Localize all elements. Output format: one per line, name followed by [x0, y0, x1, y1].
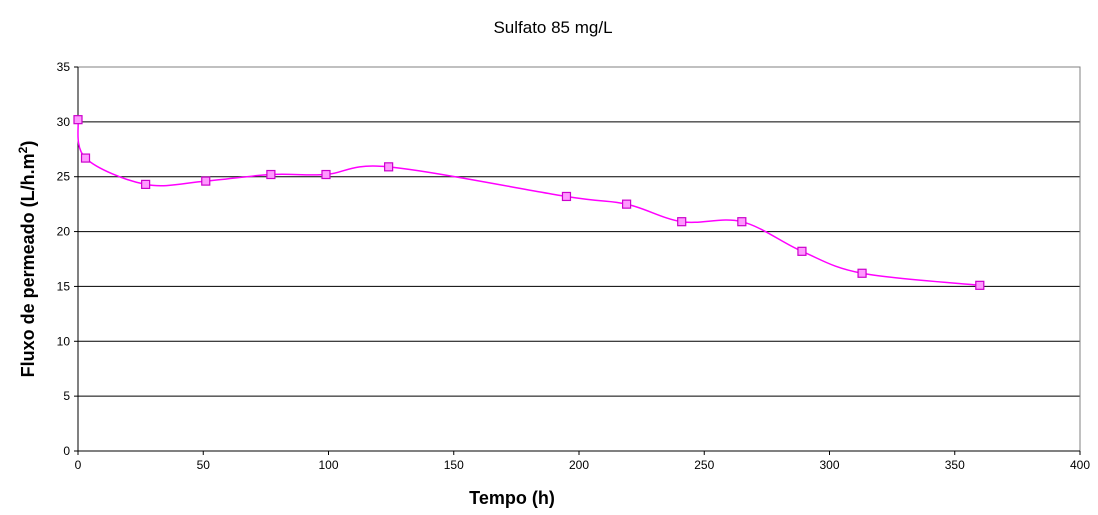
series-line: [77, 119, 980, 287]
data-point-3: [201, 176, 211, 186]
data-point-5: [321, 169, 331, 180]
y-tick-label-1: 5: [63, 389, 70, 403]
y-tick-label-5: 25: [57, 170, 71, 184]
data-point-0: [73, 115, 83, 125]
y-axis-label-sup: 2: [16, 146, 30, 153]
x-axis-ticks: 0 50 100 150 200 250 300 350 400: [75, 450, 1090, 472]
data-point-11: [797, 246, 807, 256]
y-axis-ticks: 0 5 10 15 20 25 30 35: [57, 60, 79, 458]
data-points: [73, 115, 985, 290]
y-tick-label-3: 15: [57, 279, 71, 293]
data-point-8: [621, 199, 632, 209]
x-tick-label-3: 150: [444, 458, 464, 472]
x-tick-label-7: 350: [945, 458, 965, 472]
x-tick-label-2: 100: [318, 458, 338, 472]
data-point-13: [975, 280, 985, 290]
y-tick-label-6: 30: [57, 115, 71, 129]
data-point-12: [857, 268, 867, 278]
y-axis-label: Fluxo de permeado (L/h.m2): [16, 141, 38, 378]
x-tick-label-5: 250: [694, 458, 714, 472]
x-tick-label-0: 0: [75, 458, 82, 472]
data-point-6: [384, 162, 394, 172]
data-point-1: [80, 153, 91, 163]
x-tick-label-6: 300: [819, 458, 839, 472]
x-tick-label-4: 200: [569, 458, 589, 472]
grid-lines: [78, 66, 1080, 397]
x-axis-label: Tempo (h): [469, 488, 555, 508]
data-point-10: [737, 217, 747, 227]
plot-area: [77, 66, 1081, 452]
y-axis-label-end: ): [18, 141, 38, 147]
data-point-4: [266, 169, 276, 180]
x-tick-label-8: 400: [1070, 458, 1090, 472]
data-point-2: [141, 179, 151, 189]
y-tick-label-2: 10: [57, 334, 71, 348]
y-tick-label-0: 0: [63, 444, 70, 458]
y-tick-label-4: 20: [57, 225, 71, 239]
chart-title: Sulfato 85 mg/L: [493, 18, 612, 37]
y-tick-label-7: 35: [57, 60, 71, 74]
y-axis-label-main: Fluxo de permeado (L/h.m: [18, 153, 38, 377]
data-point-9: [677, 217, 687, 227]
x-tick-label-1: 50: [197, 458, 211, 472]
data-point-7: [561, 191, 572, 202]
